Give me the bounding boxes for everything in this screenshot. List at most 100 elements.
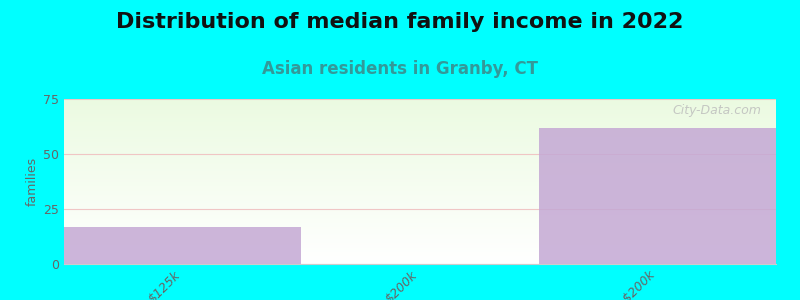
Bar: [64, 236, 776, 237]
Bar: [64, 178, 776, 179]
Bar: [64, 232, 776, 233]
Bar: [64, 142, 776, 143]
Bar: [64, 243, 776, 244]
Bar: [64, 210, 776, 211]
Bar: [64, 239, 776, 240]
Bar: [64, 133, 776, 134]
Bar: [64, 205, 776, 206]
Bar: [64, 190, 776, 191]
Bar: [64, 145, 776, 146]
Bar: [64, 245, 776, 246]
Bar: [64, 116, 776, 117]
Bar: [64, 148, 776, 149]
Bar: [64, 128, 776, 129]
Bar: [64, 184, 776, 185]
Bar: [64, 99, 776, 100]
Bar: [64, 134, 776, 135]
Bar: [64, 201, 776, 202]
Bar: [64, 248, 776, 249]
Bar: [64, 204, 776, 205]
Bar: [64, 106, 776, 107]
Bar: [64, 218, 776, 219]
Bar: [64, 238, 776, 239]
Bar: [64, 233, 776, 234]
Bar: [64, 242, 776, 243]
Bar: [64, 170, 776, 171]
Bar: [64, 226, 302, 264]
Bar: [64, 211, 776, 212]
Bar: [64, 189, 776, 190]
Bar: [64, 197, 776, 198]
Bar: [64, 153, 776, 154]
Bar: [64, 202, 776, 203]
Bar: [64, 112, 776, 113]
Bar: [64, 125, 776, 126]
Bar: [64, 237, 776, 238]
Bar: [64, 165, 776, 166]
Bar: [64, 169, 776, 170]
Bar: [64, 177, 776, 178]
Bar: [64, 156, 776, 157]
Bar: [64, 126, 776, 127]
Bar: [64, 155, 776, 156]
Bar: [64, 139, 776, 140]
Bar: [64, 114, 776, 115]
Bar: [64, 223, 776, 224]
Bar: [64, 221, 776, 222]
Bar: [64, 260, 776, 261]
Bar: [64, 119, 776, 120]
Bar: [64, 255, 776, 256]
Bar: [64, 244, 776, 245]
Bar: [64, 103, 776, 104]
Text: City-Data.com: City-Data.com: [673, 104, 762, 117]
Bar: [64, 130, 776, 131]
Bar: [64, 188, 776, 189]
Bar: [64, 158, 776, 159]
Bar: [64, 246, 776, 247]
Bar: [64, 179, 776, 180]
Bar: [64, 199, 776, 200]
Bar: [64, 261, 776, 262]
Bar: [64, 198, 776, 199]
Bar: [64, 167, 776, 168]
Bar: [64, 180, 776, 181]
Bar: [64, 164, 776, 165]
Bar: [64, 146, 776, 147]
Bar: [64, 162, 776, 163]
Bar: [64, 241, 776, 242]
Bar: [64, 240, 776, 241]
Bar: [64, 226, 776, 227]
Bar: [64, 225, 776, 226]
Bar: [64, 222, 776, 223]
Bar: [64, 174, 776, 175]
Bar: [64, 117, 776, 118]
Bar: [64, 207, 776, 208]
Bar: [64, 115, 776, 116]
Bar: [64, 227, 776, 228]
Bar: [64, 149, 776, 150]
Bar: [64, 249, 776, 250]
Bar: [64, 253, 776, 254]
Bar: [64, 212, 776, 213]
Bar: [64, 163, 776, 164]
Bar: [64, 216, 776, 217]
Bar: [64, 124, 776, 125]
Bar: [64, 185, 776, 186]
Bar: [64, 200, 776, 201]
Bar: [64, 147, 776, 148]
Bar: [64, 140, 776, 141]
Bar: [64, 113, 776, 114]
Bar: [64, 217, 776, 218]
Bar: [64, 194, 776, 195]
Text: Asian residents in Granby, CT: Asian residents in Granby, CT: [262, 60, 538, 78]
Bar: [64, 193, 776, 194]
Bar: [64, 138, 776, 139]
Bar: [64, 157, 776, 158]
Bar: [64, 102, 776, 103]
Bar: [64, 258, 776, 259]
Bar: [64, 215, 776, 216]
Bar: [64, 172, 776, 173]
Bar: [64, 136, 776, 137]
Bar: [64, 182, 776, 183]
Bar: [64, 175, 776, 176]
